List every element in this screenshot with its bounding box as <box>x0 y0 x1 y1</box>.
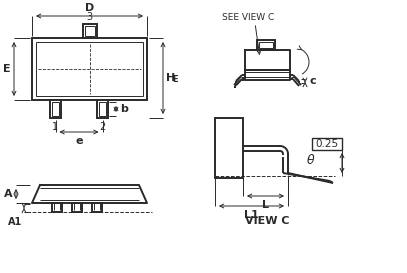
Bar <box>257 40 275 50</box>
Text: b: b <box>120 104 128 114</box>
Text: 0.25: 0.25 <box>315 139 339 149</box>
Text: A: A <box>4 189 13 199</box>
Text: $\theta$: $\theta$ <box>306 153 315 167</box>
Bar <box>215 118 243 178</box>
Bar <box>72 203 82 212</box>
Polygon shape <box>32 185 147 203</box>
Text: A1: A1 <box>8 217 22 227</box>
Text: SEE VIEW C: SEE VIEW C <box>222 13 274 22</box>
Bar <box>83 24 96 38</box>
Text: 3: 3 <box>86 12 92 22</box>
Text: H: H <box>166 73 175 83</box>
Bar <box>50 100 61 118</box>
Bar <box>52 203 62 212</box>
Text: E: E <box>172 76 177 85</box>
Text: 2: 2 <box>99 122 106 132</box>
Bar <box>99 102 106 116</box>
Text: D: D <box>85 3 94 13</box>
Polygon shape <box>245 70 290 80</box>
Polygon shape <box>245 50 290 70</box>
Bar <box>92 203 102 212</box>
Bar <box>259 42 273 48</box>
Text: 1: 1 <box>53 122 59 132</box>
Bar <box>85 26 94 36</box>
Text: e: e <box>75 136 83 146</box>
Bar <box>312 138 342 150</box>
Text: L1: L1 <box>244 210 259 220</box>
Bar <box>52 102 59 116</box>
Text: L: L <box>262 200 269 210</box>
Text: E: E <box>3 64 11 74</box>
Bar <box>32 38 147 100</box>
Text: c: c <box>309 76 315 86</box>
Text: VIEW C: VIEW C <box>245 216 289 226</box>
Bar <box>97 100 108 118</box>
Bar <box>36 42 143 96</box>
